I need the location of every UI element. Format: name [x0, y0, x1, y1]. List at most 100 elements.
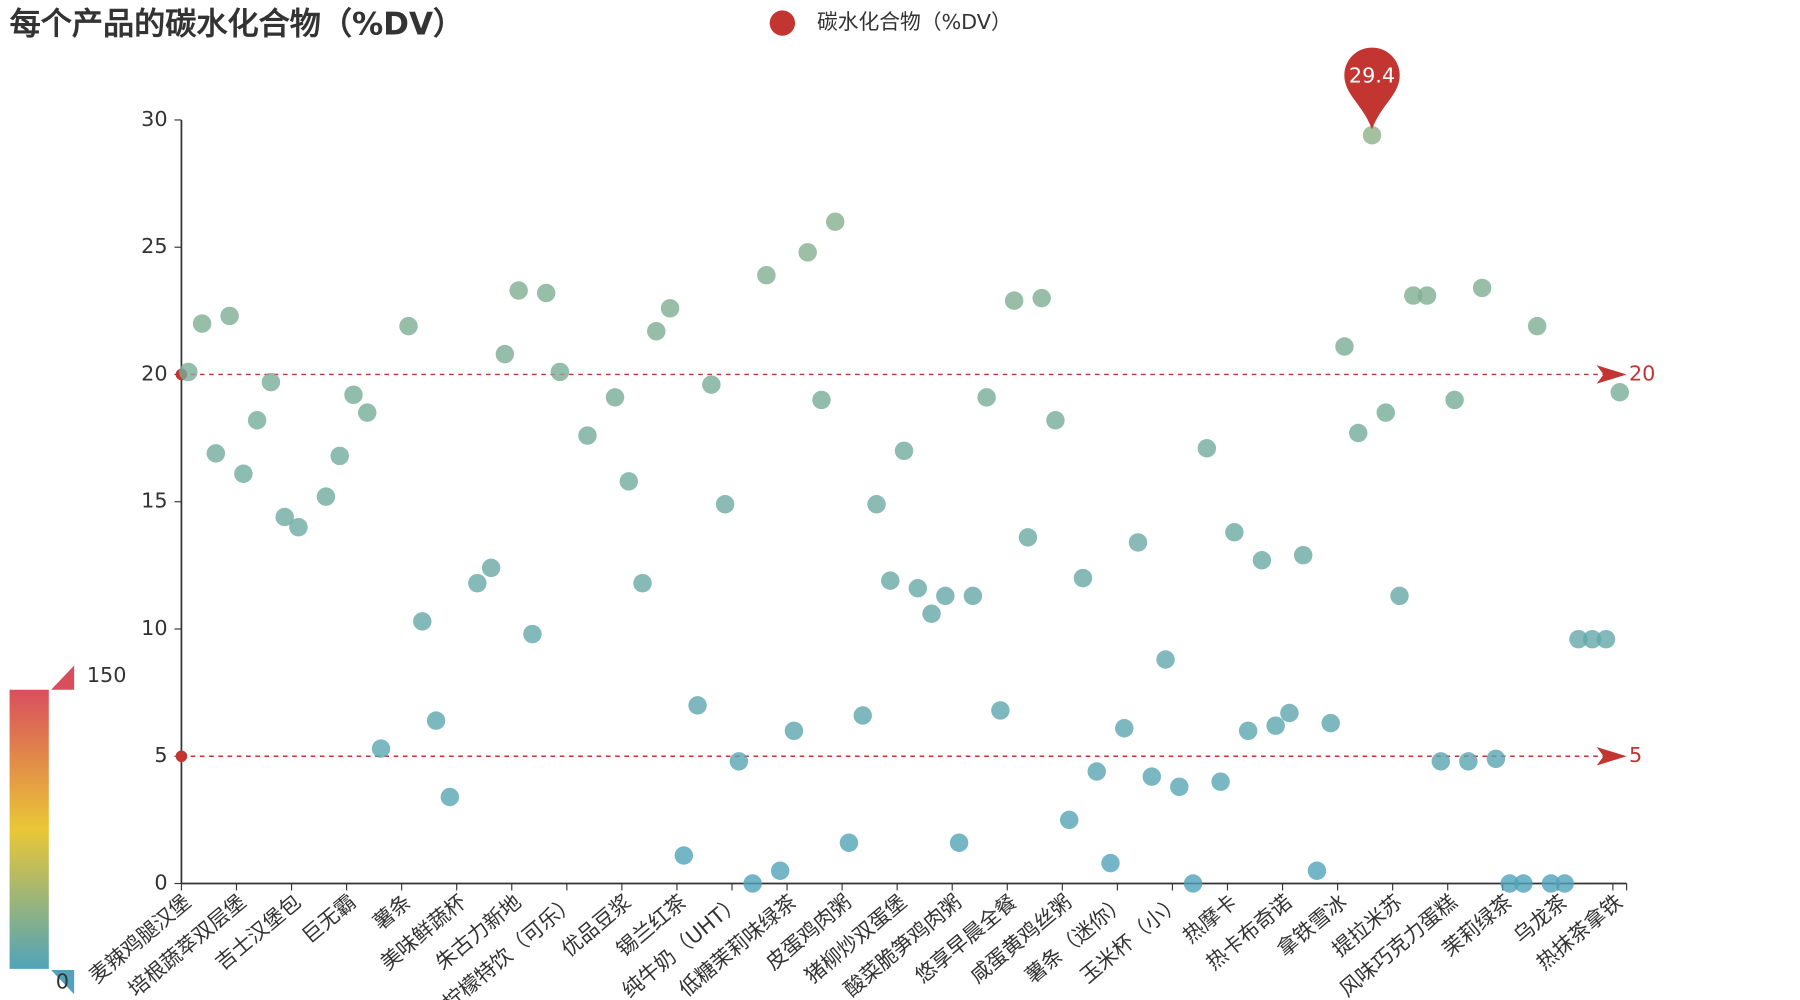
point	[798, 243, 817, 262]
mark-point-label: 29.4	[1349, 63, 1395, 87]
point	[481, 558, 501, 578]
point	[839, 833, 859, 853]
point	[1266, 716, 1285, 735]
point	[977, 388, 996, 407]
point	[1445, 390, 1464, 410]
point	[550, 362, 570, 382]
y-tick-label: 20	[141, 361, 167, 385]
point	[1500, 874, 1519, 893]
visual-map-bar	[9, 689, 49, 969]
point	[1596, 629, 1616, 649]
mark-line-start	[175, 750, 188, 763]
mark-line-arrow	[1596, 365, 1627, 384]
x-tick-label: 巨无霸	[297, 890, 360, 948]
point	[1555, 874, 1574, 893]
point	[894, 441, 914, 461]
point	[440, 787, 460, 807]
point	[1349, 423, 1368, 443]
point	[702, 375, 721, 394]
point	[1170, 777, 1189, 797]
point	[784, 721, 804, 741]
point	[578, 426, 597, 445]
point	[936, 586, 955, 606]
point	[1321, 713, 1340, 733]
point	[289, 517, 308, 537]
point	[220, 306, 239, 326]
point	[179, 362, 198, 382]
point	[509, 281, 528, 300]
point	[1032, 288, 1051, 308]
point	[812, 390, 831, 410]
point	[1583, 629, 1602, 649]
point	[495, 344, 515, 364]
point	[1059, 810, 1079, 830]
point	[371, 739, 391, 758]
point	[523, 624, 542, 644]
point	[949, 833, 969, 853]
point	[688, 696, 707, 715]
point	[1376, 403, 1396, 422]
point	[633, 573, 652, 593]
point	[908, 579, 928, 598]
legend-marker[interactable]	[769, 10, 796, 36]
point	[1183, 874, 1203, 893]
point	[1390, 586, 1409, 606]
visual-map-handle	[51, 665, 75, 690]
point	[674, 846, 694, 865]
point	[922, 604, 941, 623]
point	[770, 861, 790, 881]
point	[1459, 752, 1478, 771]
point	[881, 571, 900, 590]
point	[1527, 316, 1547, 336]
point	[1142, 767, 1162, 786]
point	[660, 299, 680, 318]
point	[1073, 568, 1093, 588]
point	[344, 385, 363, 405]
point	[330, 446, 349, 466]
point	[1197, 439, 1217, 458]
mark-line-arrow	[1596, 747, 1627, 766]
point	[192, 314, 212, 333]
y-tick-label: 0	[154, 871, 167, 895]
point	[1115, 719, 1134, 738]
point	[1211, 772, 1230, 791]
point	[647, 321, 666, 341]
mark-line-label: 20	[1629, 361, 1655, 385]
point	[1225, 523, 1244, 542]
point	[206, 444, 226, 463]
point	[963, 586, 983, 606]
point	[1280, 703, 1299, 723]
point	[605, 388, 625, 407]
visual-map-label: 0	[56, 970, 69, 994]
y-tick-label: 15	[141, 489, 167, 513]
point	[867, 495, 886, 514]
chart-title: 每个产品的碳水化合物（%DV）	[10, 6, 465, 42]
point	[234, 464, 253, 483]
point	[1128, 533, 1148, 552]
point	[1087, 762, 1106, 781]
point	[1004, 291, 1024, 310]
mark-point-pin	[1344, 47, 1400, 130]
point	[426, 711, 446, 730]
visual-map-label: 150	[87, 663, 127, 687]
point	[1046, 411, 1065, 430]
legend-label[interactable]: 碳水化合物（%DV）	[817, 10, 1012, 34]
point	[1514, 874, 1533, 893]
y-tick-label: 5	[154, 743, 167, 767]
point	[1335, 337, 1354, 356]
point	[536, 283, 556, 303]
point	[1018, 528, 1038, 547]
point	[1486, 749, 1506, 769]
point	[247, 411, 267, 430]
point	[1569, 629, 1588, 649]
point	[275, 507, 294, 527]
point	[1307, 861, 1327, 881]
point	[991, 701, 1010, 720]
point	[1610, 383, 1629, 402]
point	[413, 612, 432, 631]
point	[1252, 551, 1272, 570]
point	[1417, 286, 1437, 305]
mark-line-label: 5	[1629, 743, 1642, 767]
y-tick-label: 10	[141, 616, 167, 640]
